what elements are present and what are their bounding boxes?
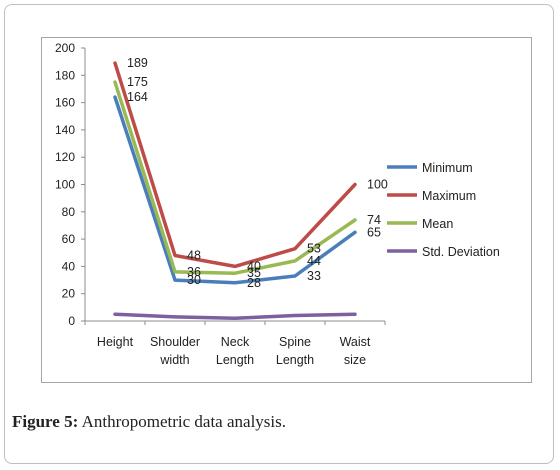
y-tick-label: 160 [55, 96, 75, 110]
figure-frame [4, 4, 554, 464]
y-tick-label: 200 [55, 41, 75, 55]
y-tick-label: 100 [55, 178, 75, 192]
data-label: 100 [367, 178, 388, 192]
y-tick-label: 140 [55, 123, 75, 137]
legend-label: Minimum [422, 161, 473, 175]
data-label: 189 [127, 56, 148, 70]
data-label: 33 [307, 269, 321, 283]
y-tick-label: 60 [62, 232, 76, 246]
data-label: 35 [247, 266, 261, 280]
figure-caption: Figure 5: Anthropometric data analysis. [12, 412, 286, 432]
legend-label: Mean [422, 217, 453, 231]
y-tick-label: 180 [55, 68, 75, 82]
data-label: 65 [367, 225, 381, 239]
chart-area-border [41, 37, 532, 383]
y-tick-label: 40 [62, 259, 76, 273]
y-tick-label: 20 [62, 287, 76, 301]
x-tick-label: Height [97, 335, 134, 349]
data-label: 36 [187, 265, 201, 279]
data-label: 53 [307, 242, 321, 256]
x-tick-label: Shoulder width [150, 335, 200, 367]
data-label: 164 [127, 90, 148, 104]
series-line-maximum [113, 61, 357, 269]
x-tick-label: Waist size [340, 335, 371, 367]
caption-figure-number: Figure 5: [12, 412, 79, 431]
data-label: 30 [187, 273, 201, 287]
series-line-mean [113, 80, 357, 275]
legend-label: Maximum [422, 189, 476, 203]
x-tick-label: Spine Length [276, 335, 314, 367]
legend-label: Std. Deviation [422, 245, 500, 259]
data-label: 28 [247, 276, 261, 290]
caption-text: Anthropometric data analysis. [78, 412, 286, 431]
y-tick-label: 120 [55, 150, 75, 164]
y-tick-label: 0 [68, 314, 75, 328]
series-line-minimum [113, 95, 357, 285]
data-label: 40 [247, 259, 261, 273]
data-label: 74 [367, 213, 381, 227]
x-tick-label: Neck Length [216, 335, 254, 367]
data-label: 44 [307, 254, 321, 268]
series-line-std-deviation [113, 312, 357, 321]
y-tick-label: 80 [62, 205, 76, 219]
data-label: 175 [127, 75, 148, 89]
data-label: 48 [187, 248, 201, 262]
